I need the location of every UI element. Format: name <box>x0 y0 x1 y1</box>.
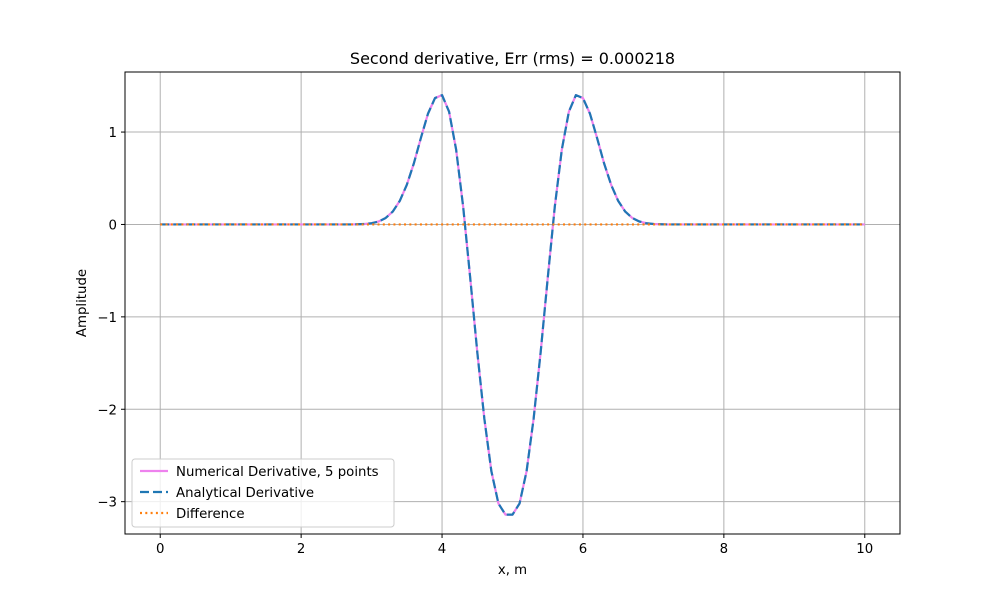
x-tick-label: 10 <box>856 542 873 557</box>
x-tick-label: 4 <box>438 542 446 557</box>
axes-frame <box>124 71 901 535</box>
y-tick-label: −2 <box>97 403 117 418</box>
plot-lines <box>160 93 865 516</box>
y-tick-label: −1 <box>97 311 117 326</box>
x-tick-label: 0 <box>156 542 164 557</box>
legend-box <box>131 458 395 528</box>
y-axis-label: Amplitude <box>75 269 90 337</box>
y-tick-label: 0 <box>109 218 117 233</box>
axis-ticks: 0 2 4 6 8 10 −3 −2 −1 0 1 <box>97 126 873 557</box>
y-tick-label: −3 <box>97 496 117 511</box>
x-tick-label: 2 <box>297 542 305 557</box>
legend: Numerical Derivative, 5 points Analytical… <box>131 458 395 528</box>
x-tick-label: 6 <box>579 542 587 557</box>
legend-label-3: Difference <box>176 507 245 522</box>
legend-label-1: Numerical Derivative, 5 points <box>176 465 379 480</box>
x-axis-label: x, m <box>498 563 527 578</box>
legend-items: Numerical Derivative, 5 points Analytical… <box>140 465 379 522</box>
y-tick-label: 1 <box>109 126 117 141</box>
legend-label-2: Analytical Derivative <box>176 486 314 501</box>
chart-title: Second derivative, Err (rms) = 0.000218 <box>350 49 675 68</box>
x-tick-label: 8 <box>720 542 728 557</box>
